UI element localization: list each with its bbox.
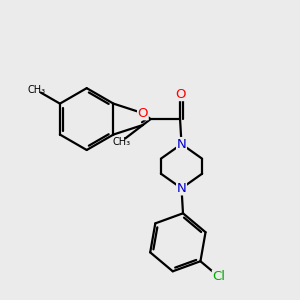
Text: N: N — [177, 138, 186, 151]
Text: O: O — [138, 107, 148, 120]
Text: CH₃: CH₃ — [27, 85, 45, 95]
Text: O: O — [175, 88, 185, 100]
Text: CH₃: CH₃ — [112, 136, 130, 147]
Text: Cl: Cl — [212, 270, 225, 283]
Text: N: N — [177, 182, 186, 195]
